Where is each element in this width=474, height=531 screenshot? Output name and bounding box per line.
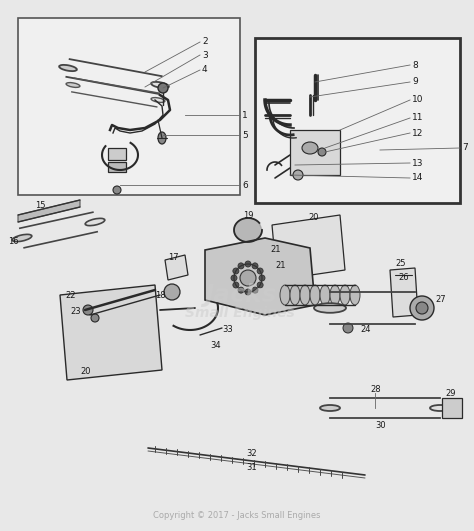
- Ellipse shape: [416, 302, 428, 314]
- Text: 20: 20: [308, 213, 319, 222]
- Polygon shape: [205, 238, 315, 315]
- Ellipse shape: [238, 287, 244, 293]
- Ellipse shape: [252, 263, 258, 269]
- Ellipse shape: [314, 303, 346, 313]
- Polygon shape: [442, 398, 462, 418]
- Text: 34: 34: [210, 340, 220, 349]
- Ellipse shape: [320, 285, 330, 305]
- Text: 16: 16: [8, 237, 18, 246]
- Ellipse shape: [158, 83, 168, 93]
- Text: 20: 20: [80, 367, 91, 376]
- Ellipse shape: [233, 268, 239, 274]
- Text: 12: 12: [412, 129, 423, 138]
- Ellipse shape: [233, 282, 239, 288]
- Ellipse shape: [430, 405, 450, 411]
- Ellipse shape: [245, 261, 251, 267]
- Ellipse shape: [231, 275, 237, 281]
- Bar: [290, 130, 340, 175]
- Text: 24: 24: [360, 326, 371, 335]
- Ellipse shape: [151, 98, 165, 102]
- Text: 30: 30: [375, 421, 386, 430]
- Polygon shape: [18, 200, 80, 222]
- Polygon shape: [390, 268, 418, 317]
- Polygon shape: [60, 285, 162, 380]
- Text: 23: 23: [70, 307, 81, 316]
- Ellipse shape: [240, 270, 256, 286]
- Ellipse shape: [300, 285, 310, 305]
- Ellipse shape: [113, 186, 121, 194]
- Ellipse shape: [259, 275, 265, 281]
- Text: 28: 28: [370, 386, 381, 395]
- Text: 7: 7: [462, 143, 468, 152]
- Text: 32: 32: [246, 449, 257, 458]
- Ellipse shape: [310, 285, 320, 305]
- Ellipse shape: [238, 263, 244, 269]
- Ellipse shape: [245, 289, 251, 295]
- Text: 13: 13: [412, 158, 423, 167]
- Ellipse shape: [158, 132, 166, 144]
- Ellipse shape: [252, 287, 258, 293]
- Ellipse shape: [257, 268, 263, 274]
- Text: 8: 8: [412, 61, 418, 70]
- Ellipse shape: [85, 218, 105, 226]
- Text: Jacks: Jacks: [204, 283, 276, 307]
- Bar: [18, 18, 240, 195]
- Text: 22: 22: [65, 290, 75, 299]
- Polygon shape: [165, 255, 188, 280]
- Bar: [108, 148, 126, 160]
- Text: 29: 29: [445, 389, 456, 398]
- Ellipse shape: [280, 285, 290, 305]
- Ellipse shape: [66, 83, 80, 88]
- Text: 1: 1: [242, 110, 248, 119]
- Text: 18: 18: [155, 290, 165, 299]
- Bar: [255, 38, 460, 203]
- Ellipse shape: [12, 234, 32, 242]
- Text: Copyright © 2017 - Jacks Small Engines: Copyright © 2017 - Jacks Small Engines: [153, 511, 321, 520]
- Text: 17: 17: [168, 253, 179, 262]
- Bar: [108, 162, 126, 172]
- Text: 2: 2: [202, 38, 208, 47]
- Text: 26: 26: [398, 273, 409, 282]
- Ellipse shape: [340, 285, 350, 305]
- Polygon shape: [234, 218, 262, 242]
- Text: 31: 31: [246, 464, 257, 473]
- Ellipse shape: [320, 405, 340, 411]
- Text: 10: 10: [412, 96, 423, 105]
- Polygon shape: [272, 215, 345, 280]
- Text: 21: 21: [275, 261, 285, 270]
- Text: 3: 3: [202, 50, 208, 59]
- Ellipse shape: [151, 82, 169, 88]
- Ellipse shape: [83, 305, 93, 315]
- Text: 21: 21: [270, 245, 281, 254]
- Text: 11: 11: [412, 114, 423, 123]
- Ellipse shape: [318, 148, 326, 156]
- Text: 4: 4: [202, 65, 208, 74]
- Ellipse shape: [257, 282, 263, 288]
- Ellipse shape: [293, 170, 303, 180]
- Text: 14: 14: [412, 174, 423, 183]
- Text: 6: 6: [242, 181, 248, 190]
- Text: 25: 25: [395, 259, 405, 268]
- Ellipse shape: [330, 285, 340, 305]
- Ellipse shape: [399, 303, 431, 313]
- Ellipse shape: [343, 323, 353, 333]
- Text: 5: 5: [242, 131, 248, 140]
- Ellipse shape: [290, 285, 300, 305]
- Ellipse shape: [302, 142, 318, 154]
- Ellipse shape: [91, 314, 99, 322]
- Text: 33: 33: [222, 326, 233, 335]
- Ellipse shape: [410, 296, 434, 320]
- Ellipse shape: [350, 285, 360, 305]
- Text: 15: 15: [35, 201, 46, 210]
- Ellipse shape: [59, 65, 77, 71]
- Text: 27: 27: [435, 295, 446, 304]
- Text: Small Engines: Small Engines: [185, 306, 295, 320]
- Text: 9: 9: [412, 78, 418, 87]
- Text: 19: 19: [243, 210, 253, 219]
- Ellipse shape: [164, 284, 180, 300]
